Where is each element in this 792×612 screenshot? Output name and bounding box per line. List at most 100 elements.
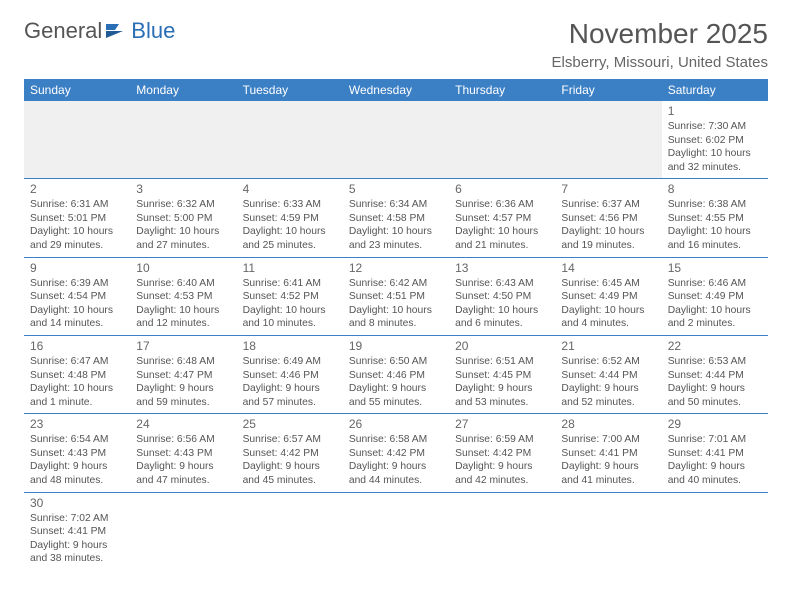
day-info: Sunrise: 6:43 AMSunset: 4:50 PMDaylight:… <box>455 277 549 331</box>
day-info: Sunrise: 7:02 AMSunset: 4:41 PMDaylight:… <box>30 512 124 566</box>
day-number: 26 <box>349 417 443 431</box>
day-info: Sunrise: 6:48 AMSunset: 4:47 PMDaylight:… <box>136 355 230 409</box>
day-number: 16 <box>30 339 124 353</box>
day-cell: 3 Sunrise: 6:32 AMSunset: 5:00 PMDaylight… <box>130 179 236 257</box>
calendar-row: 9 Sunrise: 6:39 AMSunset: 4:54 PMDaylight… <box>24 257 768 335</box>
blank-cell <box>449 492 555 570</box>
day-number: 25 <box>243 417 337 431</box>
day-header: Tuesday <box>237 79 343 101</box>
day-number: 21 <box>561 339 655 353</box>
blank-cell <box>555 101 661 179</box>
blank-cell <box>24 101 130 179</box>
flag-icon <box>105 23 127 39</box>
brand-blue: Blue <box>131 18 175 44</box>
day-number: 8 <box>668 182 762 196</box>
day-header: Monday <box>130 79 236 101</box>
day-info: Sunrise: 7:01 AMSunset: 4:41 PMDaylight:… <box>668 433 762 487</box>
blank-cell <box>555 492 661 570</box>
calendar-row: 23 Sunrise: 6:54 AMSunset: 4:43 PMDayligh… <box>24 414 768 492</box>
day-info: Sunrise: 6:52 AMSunset: 4:44 PMDaylight:… <box>561 355 655 409</box>
day-info: Sunrise: 6:50 AMSunset: 4:46 PMDaylight:… <box>349 355 443 409</box>
day-info: Sunrise: 6:34 AMSunset: 4:58 PMDaylight:… <box>349 198 443 252</box>
day-number: 11 <box>243 261 337 275</box>
day-info: Sunrise: 6:33 AMSunset: 4:59 PMDaylight:… <box>243 198 337 252</box>
day-info: Sunrise: 6:53 AMSunset: 4:44 PMDaylight:… <box>668 355 762 409</box>
day-info: Sunrise: 7:30 AMSunset: 6:02 PMDaylight:… <box>668 120 762 174</box>
day-number: 2 <box>30 182 124 196</box>
day-cell: 7Sunrise: 6:37 AMSunset: 4:56 PMDaylight… <box>555 179 661 257</box>
day-cell: 10Sunrise: 6:40 AMSunset: 4:53 PMDayligh… <box>130 257 236 335</box>
day-cell: 5Sunrise: 6:34 AMSunset: 4:58 PMDaylight… <box>343 179 449 257</box>
day-number: 3 <box>136 182 230 196</box>
calendar-row: 2 Sunrise: 6:31 AMSunset: 5:01 PMDaylight… <box>24 179 768 257</box>
blank-cell <box>343 492 449 570</box>
day-info: Sunrise: 6:36 AMSunset: 4:57 PMDaylight:… <box>455 198 549 252</box>
day-number: 4 <box>243 182 337 196</box>
day-cell: 30 Sunrise: 7:02 AMSunset: 4:41 PMDayligh… <box>24 492 130 570</box>
day-number: 23 <box>30 417 124 431</box>
day-number: 14 <box>561 261 655 275</box>
day-info: Sunrise: 6:38 AMSunset: 4:55 PMDaylight:… <box>668 198 762 252</box>
day-number: 28 <box>561 417 655 431</box>
day-cell: 22 Sunrise: 6:53 AMSunset: 4:44 PMDayligh… <box>662 335 768 413</box>
calendar-table: SundayMondayTuesdayWednesdayThursdayFrid… <box>24 79 768 570</box>
title-block: November 2025 Elsberry, Missouri, United… <box>552 18 768 71</box>
blank-cell <box>237 492 343 570</box>
day-info: Sunrise: 6:41 AMSunset: 4:52 PMDaylight:… <box>243 277 337 331</box>
day-cell: 19Sunrise: 6:50 AMSunset: 4:46 PMDayligh… <box>343 335 449 413</box>
day-cell: 12 Sunrise: 6:42 AMSunset: 4:51 PMDayligh… <box>343 257 449 335</box>
page-header: General Blue November 2025 Elsberry, Mis… <box>24 18 768 71</box>
day-info: Sunrise: 6:40 AMSunset: 4:53 PMDaylight:… <box>136 277 230 331</box>
day-info: Sunrise: 6:31 AMSunset: 5:01 PMDaylight:… <box>30 198 124 252</box>
day-header-row: SundayMondayTuesdayWednesdayThursdayFrid… <box>24 79 768 101</box>
day-info: Sunrise: 6:51 AMSunset: 4:45 PMDaylight:… <box>455 355 549 409</box>
day-info: Sunrise: 7:00 AMSunset: 4:41 PMDaylight:… <box>561 433 655 487</box>
day-cell: 13Sunrise: 6:43 AMSunset: 4:50 PMDayligh… <box>449 257 555 335</box>
calendar-row: 16 Sunrise: 6:47 AMSunset: 4:48 PMDayligh… <box>24 335 768 413</box>
day-info: Sunrise: 6:59 AMSunset: 4:42 PMDaylight:… <box>455 433 549 487</box>
brand-general: General <box>24 18 102 44</box>
day-cell: 11 Sunrise: 6:41 AMSunset: 4:52 PMDayligh… <box>237 257 343 335</box>
day-number: 17 <box>136 339 230 353</box>
day-info: Sunrise: 6:54 AMSunset: 4:43 PMDaylight:… <box>30 433 124 487</box>
day-cell: 26 Sunrise: 6:58 AMSunset: 4:42 PMDayligh… <box>343 414 449 492</box>
day-cell: 9 Sunrise: 6:39 AMSunset: 4:54 PMDaylight… <box>24 257 130 335</box>
blank-cell <box>449 101 555 179</box>
day-info: Sunrise: 6:42 AMSunset: 4:51 PMDaylight:… <box>349 277 443 331</box>
day-number: 15 <box>668 261 762 275</box>
day-cell: 8 Sunrise: 6:38 AMSunset: 4:55 PMDaylight… <box>662 179 768 257</box>
day-cell: 1Sunrise: 7:30 AMSunset: 6:02 PMDaylight… <box>662 101 768 179</box>
day-cell: 6 Sunrise: 6:36 AMSunset: 4:57 PMDaylight… <box>449 179 555 257</box>
day-number: 24 <box>136 417 230 431</box>
day-info: Sunrise: 6:37 AMSunset: 4:56 PMDaylight:… <box>561 198 655 252</box>
page-title: November 2025 <box>552 18 768 50</box>
day-number: 30 <box>30 496 124 510</box>
day-header: Thursday <box>449 79 555 101</box>
brand-logo: General Blue <box>24 18 175 44</box>
day-info: Sunrise: 6:49 AMSunset: 4:46 PMDaylight:… <box>243 355 337 409</box>
day-cell: 4 Sunrise: 6:33 AMSunset: 4:59 PMDaylight… <box>237 179 343 257</box>
day-cell: 2 Sunrise: 6:31 AMSunset: 5:01 PMDaylight… <box>24 179 130 257</box>
location-text: Elsberry, Missouri, United States <box>552 54 768 71</box>
day-cell: 29Sunrise: 7:01 AMSunset: 4:41 PMDayligh… <box>662 414 768 492</box>
day-info: Sunrise: 6:46 AMSunset: 4:49 PMDaylight:… <box>668 277 762 331</box>
day-number: 12 <box>349 261 443 275</box>
day-number: 22 <box>668 339 762 353</box>
day-cell: 25 Sunrise: 6:57 AMSunset: 4:42 PMDayligh… <box>237 414 343 492</box>
day-cell: 24Sunrise: 6:56 AMSunset: 4:43 PMDayligh… <box>130 414 236 492</box>
day-header: Friday <box>555 79 661 101</box>
day-cell: 27Sunrise: 6:59 AMSunset: 4:42 PMDayligh… <box>449 414 555 492</box>
day-cell: 20Sunrise: 6:51 AMSunset: 4:45 PMDayligh… <box>449 335 555 413</box>
day-header: Sunday <box>24 79 130 101</box>
day-info: Sunrise: 6:45 AMSunset: 4:49 PMDaylight:… <box>561 277 655 331</box>
day-info: Sunrise: 6:58 AMSunset: 4:42 PMDaylight:… <box>349 433 443 487</box>
day-info: Sunrise: 6:47 AMSunset: 4:48 PMDaylight:… <box>30 355 124 409</box>
day-number: 6 <box>455 182 549 196</box>
day-info: Sunrise: 6:57 AMSunset: 4:42 PMDaylight:… <box>243 433 337 487</box>
day-cell: 17 Sunrise: 6:48 AMSunset: 4:47 PMDayligh… <box>130 335 236 413</box>
day-info: Sunrise: 6:32 AMSunset: 5:00 PMDaylight:… <box>136 198 230 252</box>
day-info: Sunrise: 6:39 AMSunset: 4:54 PMDaylight:… <box>30 277 124 331</box>
calendar-row: 1Sunrise: 7:30 AMSunset: 6:02 PMDaylight… <box>24 101 768 179</box>
day-number: 9 <box>30 261 124 275</box>
day-cell: 16 Sunrise: 6:47 AMSunset: 4:48 PMDayligh… <box>24 335 130 413</box>
